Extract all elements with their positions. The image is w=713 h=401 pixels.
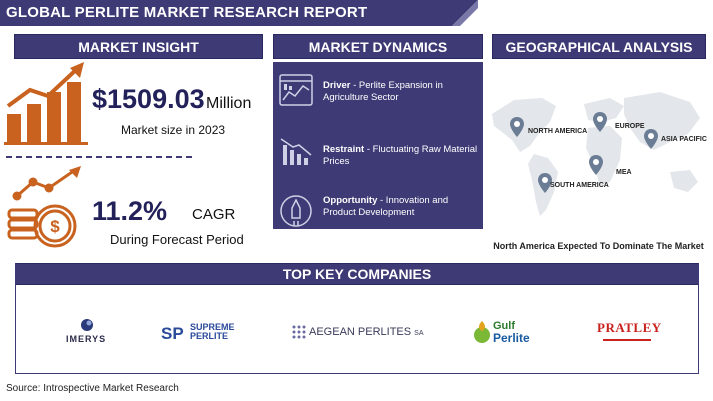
opportunity-label: Opportunity — [323, 195, 378, 206]
gulf-perlite-logo: Gulf Perlite — [493, 320, 530, 344]
opportunity-text: - Innovation and Product Development — [323, 195, 449, 218]
title-banner-shape — [0, 0, 478, 26]
source-note: Source: Introspective Market Research — [6, 383, 179, 394]
region-label-south-america: SOUTH AMERICA — [550, 182, 609, 189]
svg-text:$: $ — [50, 217, 60, 236]
market-size-unit: Million — [206, 95, 252, 112]
supreme-perlite-logo-top: SUPREME — [190, 322, 235, 332]
supreme-perlite-logo: SUPREME PERLITE — [190, 323, 235, 341]
opportunity-item: Opportunity - Innovation and Product Dev… — [323, 195, 483, 219]
region-label-mea: MEA — [616, 169, 632, 176]
restraint-label: Restraint — [323, 144, 365, 155]
gulf-perlite-logo-mark-icon — [474, 321, 490, 343]
supreme-perlite-logo-bottom: PERLITE — [190, 331, 229, 341]
geo-caption: North America Expected To Dominate The M… — [493, 241, 704, 251]
companies-box — [15, 263, 699, 374]
gulf-perlite-logo-top: Gulf — [493, 320, 515, 332]
aegean-perlites-logo-mark-icon — [292, 325, 306, 339]
europe-pin-icon — [593, 112, 607, 132]
restraint-item: Restraint - Fluctuating Raw Material Pri… — [323, 144, 483, 168]
region-label-north-america: NORTH AMERICA — [528, 128, 588, 135]
gulf-perlite-logo-bottom: Perlite — [493, 331, 530, 345]
driver-text: - Perlite Expansion in Agriculture Secto… — [323, 80, 443, 103]
top-key-companies-header: TOP KEY COMPANIES — [15, 263, 699, 285]
imerys-logo-mark-icon — [81, 319, 93, 331]
market-size-value: $1509.03 — [92, 84, 205, 114]
region-label-asia-pacific: ASIA PACIFIC — [661, 136, 707, 143]
growth-chart-icon — [4, 62, 88, 145]
region-label-europe: EUROPE — [615, 123, 645, 130]
world-map-shape — [492, 92, 700, 216]
market-dynamics-header: MARKET DYNAMICS — [273, 34, 483, 59]
geographical-analysis-header: GEOGRAPHICAL ANALYSIS — [492, 34, 706, 59]
north-america-pin-icon — [510, 117, 524, 137]
market-insight-header: MARKET INSIGHT — [14, 34, 263, 59]
cagr-value: 11.2% — [92, 196, 168, 226]
world-map: NORTH AMERICA EUROPE ASIA PACIFIC MEA SO… — [484, 62, 713, 257]
pratley-logo: PRATLEY — [597, 320, 662, 335]
south-america-pin-icon — [538, 173, 552, 193]
cagr-label: CAGR — [192, 206, 236, 223]
coins-growth-icon: $ — [7, 166, 81, 248]
restraint-text: - Fluctuating Raw Material Prices — [323, 144, 478, 167]
declining-chart-icon — [280, 138, 312, 165]
driver-label: Driver — [323, 80, 351, 91]
pratley-logo-underline — [603, 339, 651, 341]
title-banner: GLOBAL PERLITE MARKET RESEARCH REPORT — [0, 0, 478, 26]
imerys-logo: IMERYS — [66, 334, 107, 344]
supreme-perlite-logo-mark-icon: SP — [160, 322, 186, 344]
divider — [6, 156, 192, 158]
driver-item: Driver - Perlite Expansion in Agricultur… — [323, 80, 483, 104]
aegean-perlites-logo-text: AEGEAN PERLITES — [309, 326, 412, 338]
cagr-caption: During Forecast Period — [110, 232, 244, 247]
market-size-caption: Market size in 2023 — [121, 123, 226, 137]
mea-pin-icon — [589, 155, 603, 175]
aegean-perlites-logo-suffix: SA — [414, 330, 424, 337]
market-dynamics-panel: Driver - Perlite Expansion in Agricultur… — [273, 62, 483, 229]
asia-pacific-pin-icon — [644, 129, 658, 149]
svg-text:SP: SP — [161, 324, 184, 343]
page-title: GLOBAL PERLITE MARKET RESEARCH REPORT — [6, 4, 368, 21]
rocket-icon — [280, 195, 312, 227]
aegean-perlites-logo: AEGEAN PERLITES SA — [309, 326, 424, 338]
dashboard-icon — [279, 74, 313, 106]
